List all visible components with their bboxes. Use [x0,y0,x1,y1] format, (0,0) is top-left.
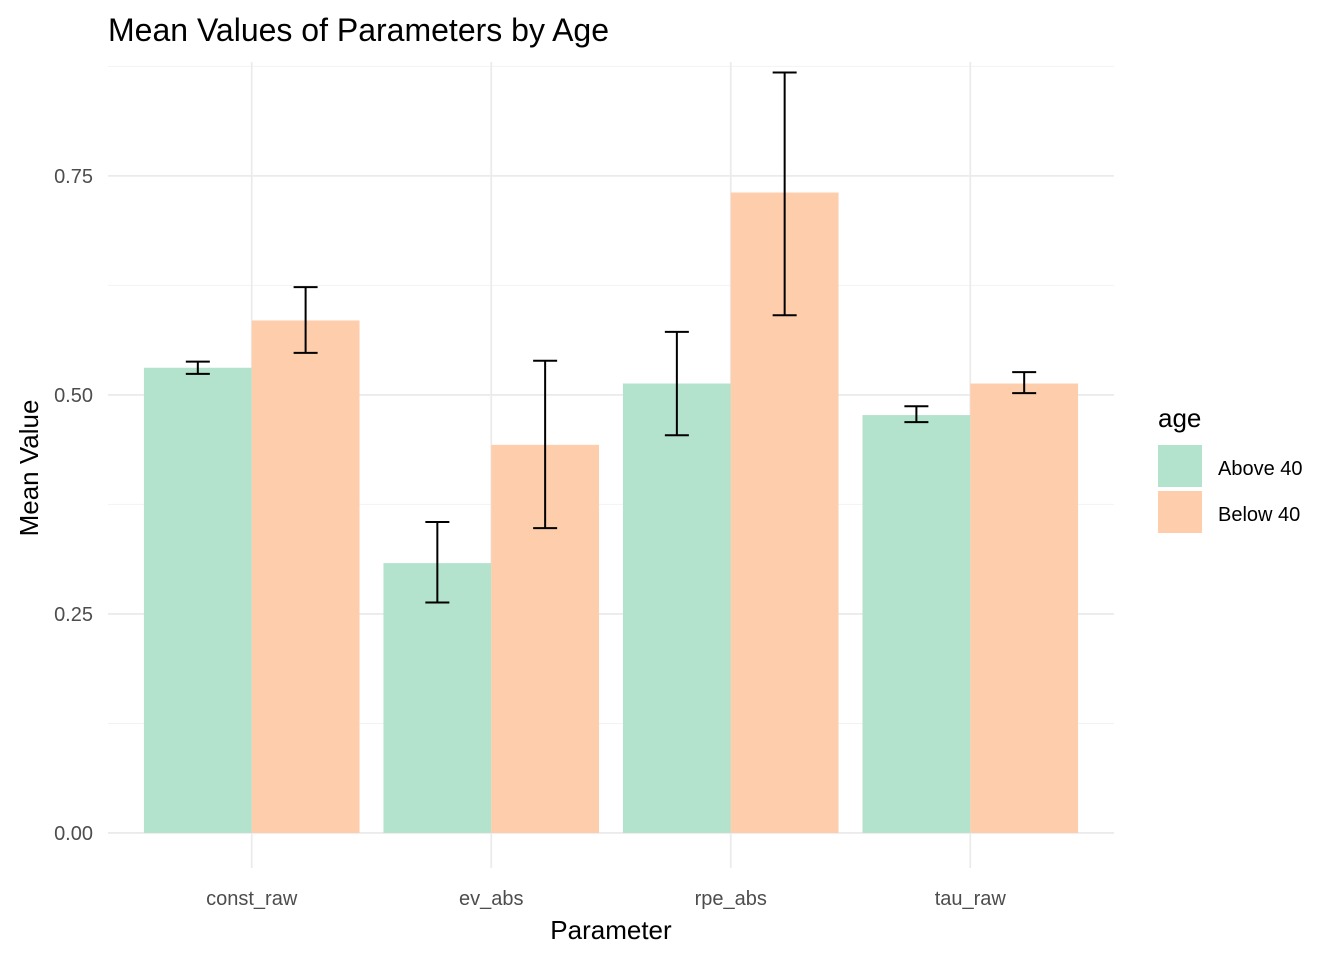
legend-label-above-40: Above 40 [1218,458,1303,480]
bar-ev_abs-above-40 [383,563,492,833]
y-axis-title: Mean Value [14,400,44,537]
x-axis-ticks: const_raw ev_abs rpe_abs tau_raw [206,888,1006,910]
error-bar-rpe_abs-below-40 [772,71,797,317]
bars [143,192,1079,833]
bar-tau_raw-above-40 [862,415,971,833]
error-bar-ev_abs-below-40 [533,359,558,530]
bar-tau_raw-below-40 [970,383,1079,833]
x-tick-label-tau_raw: tau_raw [935,888,1007,910]
error-bar-tau_raw-below-40 [1012,371,1037,395]
legend-swatch-below-40 [1158,491,1202,533]
error-bar-rpe_abs-above-40 [664,330,689,437]
bar-const_raw-below-40 [251,320,360,833]
error-bars [185,71,1037,604]
x-axis-title: Parameter [550,915,672,945]
legend-title: age [1158,403,1201,433]
chart-title: Mean Values of Parameters by Age [108,12,609,48]
legend-label-below-40: Below 40 [1218,504,1300,526]
bar-const_raw-above-40 [143,367,252,833]
y-tick-label: 0.50 [54,385,93,407]
error-bar-const_raw-above-40 [185,360,210,375]
y-axis-ticks: 0.00 0.25 0.50 0.75 [54,166,93,845]
bar-rpe_abs-above-40 [622,383,731,833]
legend-swatch-above-40 [1158,445,1202,487]
error-bar-ev_abs-above-40 [425,520,450,604]
error-bar-const_raw-below-40 [293,286,318,354]
y-tick-label: 0.25 [54,604,93,626]
legend: age Above 40 Below 40 [1158,403,1303,533]
x-tick-label-rpe_abs: rpe_abs [695,888,767,910]
error-bar-tau_raw-above-40 [904,405,929,424]
x-tick-label-const_raw: const_raw [206,888,298,910]
y-tick-label: 0.00 [54,823,93,845]
x-tick-label-ev_abs: ev_abs [459,888,524,910]
y-tick-label: 0.75 [54,166,93,188]
